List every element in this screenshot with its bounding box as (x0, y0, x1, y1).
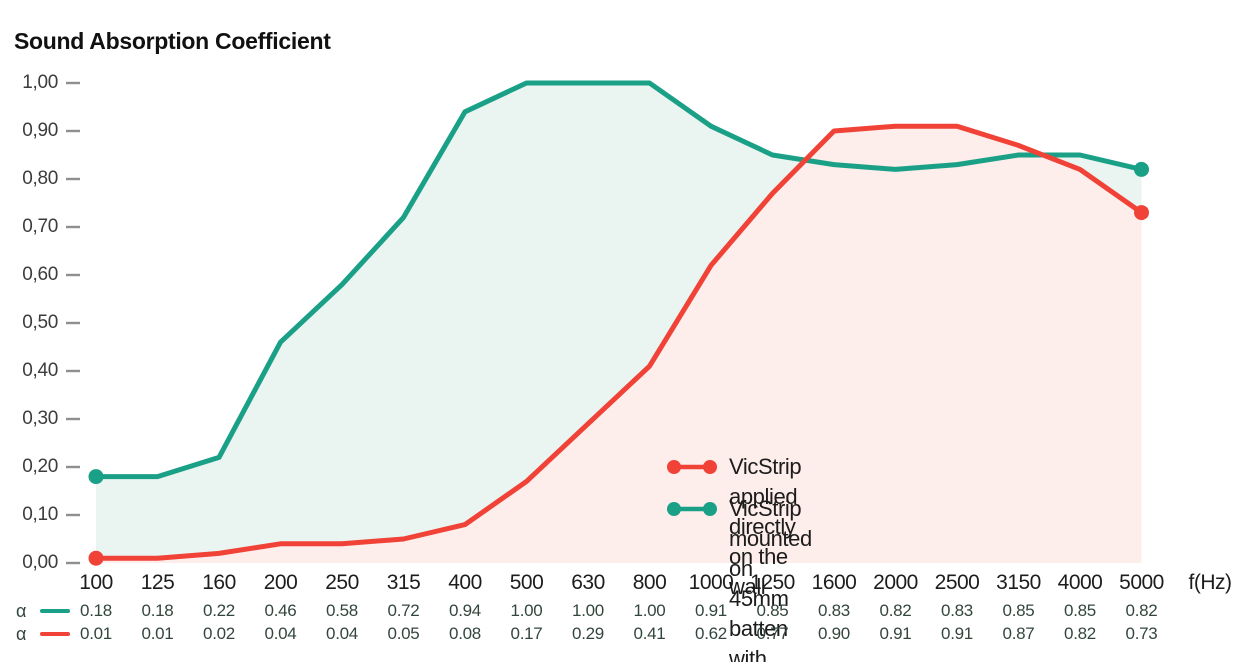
endpoint-dot (1134, 161, 1149, 177)
alpha-value: 0.41 (633, 624, 666, 643)
alpha-value: 1.00 (572, 601, 604, 620)
y-tick-label: 0,20 (22, 456, 58, 477)
alpha-value: 0.17 (510, 624, 543, 643)
alpha-value: 0.46 (264, 601, 297, 620)
y-tick-label: 0,00 (22, 552, 58, 573)
x-tick-label: 3150 (996, 571, 1041, 594)
alpha-value: 0.29 (572, 624, 604, 643)
chart-title: Sound Absorption Coefficient (14, 28, 331, 54)
x-tick-label: 1600 (811, 571, 857, 594)
alpha-value: 0.05 (387, 624, 420, 643)
alpha-value: 0.01 (80, 624, 112, 643)
red-row-dash-icon (40, 632, 70, 636)
alpha-value: 0.58 (326, 601, 358, 620)
x-tick-label: 2000 (873, 571, 918, 594)
alpha-value: 0.62 (695, 624, 727, 643)
alpha-value: 0.91 (879, 624, 912, 643)
alpha-value: 0.02 (203, 624, 235, 643)
x-tick-label: 630 (571, 571, 605, 594)
x-tick-label: 315 (386, 571, 421, 594)
teal-row-dash-icon (40, 609, 70, 613)
x-tick-label: 100 (79, 571, 113, 594)
alpha-value: 0.83 (818, 601, 850, 620)
x-tick-label: 160 (202, 571, 236, 594)
x-tick-label: 1000 (688, 571, 734, 594)
alpha-value: 0.73 (1125, 624, 1158, 643)
alpha-row-label: α (16, 601, 27, 621)
x-tick-label: 4000 (1057, 571, 1103, 594)
alpha-value: 0.82 (1064, 624, 1096, 643)
alpha-value: 0.90 (818, 624, 850, 643)
alpha-row-label: α (16, 624, 27, 644)
y-tick-label: 0,40 (22, 360, 58, 381)
red-dumbbell-icon (667, 460, 717, 474)
alpha-value: 0.91 (941, 624, 973, 643)
wall-series-line (93, 123, 1144, 561)
y-tick-label: 0,30 (22, 408, 58, 429)
x-tick-label: 1250 (750, 571, 795, 594)
alpha-value: 0.18 (141, 601, 174, 620)
alpha-value: 0.01 (141, 624, 174, 643)
endpoint-dot (1134, 205, 1149, 221)
alpha-value: 0.85 (1002, 601, 1035, 620)
y-tick-label: 0,50 (22, 312, 58, 333)
legend-item-wall: VicStrip applied directly on the wall (666, 452, 802, 602)
wall-series-area (96, 126, 1142, 563)
alpha-value: 0.04 (264, 624, 297, 643)
x-axis-unit-label: f(Hz) (1188, 571, 1233, 594)
alpha-value: 0.77 (756, 624, 789, 643)
alpha-value: 0.85 (1064, 601, 1096, 620)
alpha-value: 0.08 (449, 624, 481, 643)
x-tick-label: 200 (263, 571, 298, 594)
alpha-value: 0.72 (387, 601, 420, 620)
alpha-value: 0.82 (879, 601, 912, 620)
y-tick-label: 0,70 (22, 216, 58, 237)
x-tick-label: 5000 (1119, 571, 1164, 594)
batten-series-line (93, 80, 1144, 480)
alpha-value: 0.82 (1125, 601, 1158, 620)
y-tick-label: 0,90 (22, 120, 58, 141)
x-tick-label: 125 (140, 571, 175, 594)
legend-label-batten: VicStrip mounted on 45mm batten with Vic… (729, 496, 812, 662)
endpoint-dot (88, 550, 104, 566)
alpha-value: 0.18 (80, 601, 112, 620)
legend-item-batten: VicStrip mounted on 45mm batten with Vic… (666, 494, 812, 662)
alpha-value: 0.91 (695, 601, 727, 620)
alpha-value: 0.22 (203, 601, 235, 620)
y-tick-label: 0,80 (22, 168, 58, 189)
x-tick-label: 400 (448, 571, 482, 594)
alpha-value: 0.94 (449, 601, 481, 620)
alpha-value: 0.85 (756, 601, 789, 620)
x-tick-label: 250 (325, 571, 359, 594)
alpha-value: 0.04 (326, 624, 358, 643)
alpha-value: 1.00 (633, 601, 666, 620)
y-tick-label: 0,60 (22, 264, 58, 285)
legend-label-wall: VicStrip applied directly on the wall (729, 454, 802, 599)
y-tick-label: 0,10 (22, 504, 58, 525)
teal-dumbbell-icon (667, 502, 717, 516)
alpha-value: 1.00 (510, 601, 543, 620)
alpha-value: 0.87 (1002, 624, 1035, 643)
x-tick-label: 800 (632, 571, 667, 594)
x-tick-label: 2500 (934, 571, 980, 594)
alpha-value: 0.83 (941, 601, 973, 620)
endpoint-dot (88, 469, 104, 485)
y-tick-label: 1,00 (22, 72, 58, 93)
x-tick-label: 500 (509, 571, 544, 594)
